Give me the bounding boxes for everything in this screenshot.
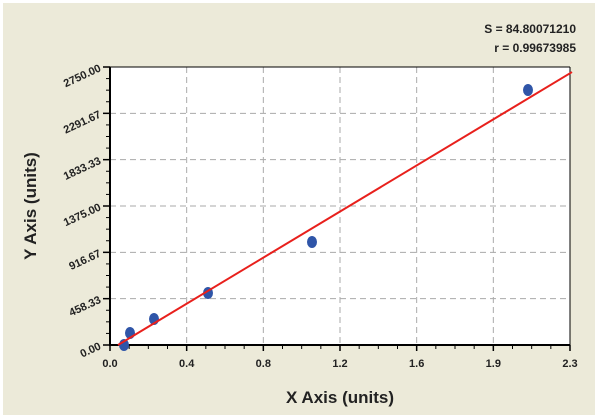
y-tick-label: 458.33: [67, 294, 103, 319]
fit-line: [117, 71, 573, 346]
y-tick-label: 1375.00: [62, 201, 103, 229]
x-tick-label: 0.0: [102, 358, 117, 370]
stat-r: r = 0.99673985: [494, 41, 576, 55]
x-tick-label: 1.9: [486, 358, 501, 370]
x-tick-label: 0.8: [256, 358, 271, 370]
y-tick-label: 916.67: [67, 248, 103, 273]
stat-s: S = 84.80071210: [484, 22, 576, 36]
data-points: [119, 84, 533, 351]
x-axis-title: X Axis (units): [286, 388, 394, 407]
y-tick-label: 1833.33: [62, 155, 103, 183]
x-tick-label: 1.6: [409, 358, 424, 370]
data-point: [307, 235, 317, 248]
grid: [110, 67, 570, 345]
x-tick-label: 2.3: [562, 358, 577, 370]
x-tick-label: 0.4: [179, 358, 195, 370]
y-axis-title: Y Axis (units): [21, 152, 40, 260]
y-tick-label: 2291.67: [62, 109, 103, 137]
y-tick-label: 0.00: [78, 340, 102, 360]
x-tick-label: 1.2: [332, 358, 347, 370]
data-point: [523, 84, 533, 97]
y-tick-label: 2750.00: [62, 62, 103, 90]
